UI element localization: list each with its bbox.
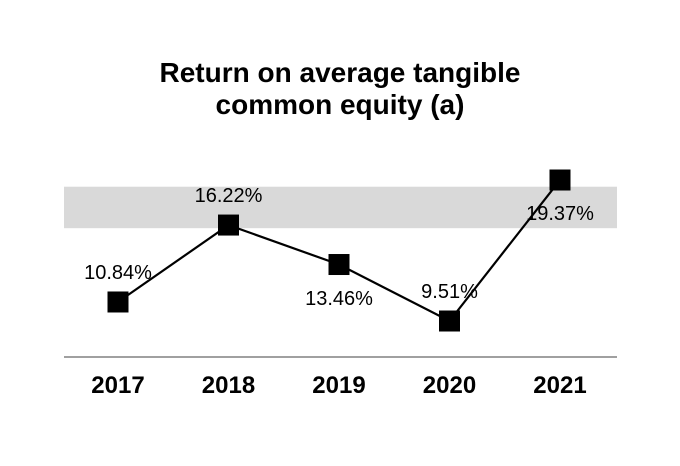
- data-point-marker-2019: [328, 254, 350, 276]
- chart-title: Return on average tangible common equity…: [0, 57, 680, 121]
- data-label-2019: 13.46%: [305, 287, 373, 310]
- x-axis-label-2021: 2021: [533, 372, 587, 399]
- data-label-2018: 16.22%: [194, 185, 263, 208]
- x-axis-label-2019: 2019: [312, 372, 366, 399]
- chart-title-line1: Return on average tangible: [159, 57, 521, 88]
- data-point-marker-2020: [439, 310, 460, 332]
- data-point-marker-2017: [107, 291, 129, 313]
- data-point-marker-2018: [218, 214, 239, 236]
- x-axis-line: [64, 356, 617, 358]
- x-axis-label-2020: 2020: [422, 372, 477, 399]
- data-label-2021: 19.37%: [526, 203, 594, 225]
- highlight-band: [64, 186, 617, 229]
- chart-title-line2: common equity (a): [215, 89, 465, 120]
- data-label-2020: 9.51%: [421, 281, 478, 303]
- data-point-marker-2021: [549, 169, 571, 191]
- data-label-2017: 10.84%: [84, 261, 152, 284]
- x-axis-label-2018: 2018: [201, 372, 256, 399]
- x-axis-label-2017: 2017: [91, 372, 145, 399]
